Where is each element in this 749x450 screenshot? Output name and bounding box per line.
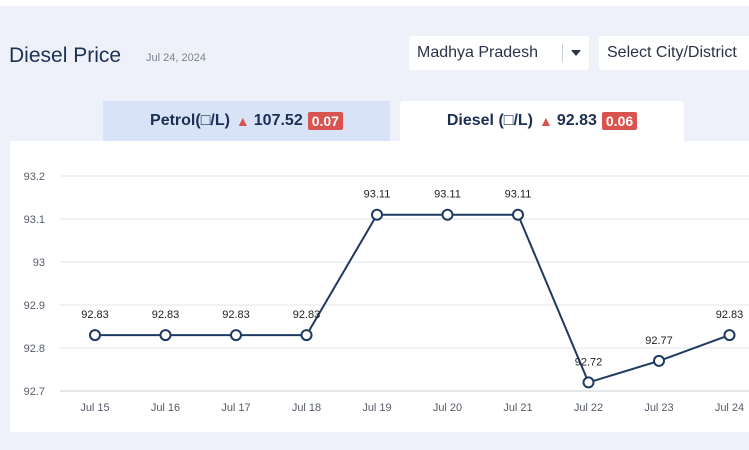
- x-tick-label: Jul 20: [433, 402, 462, 414]
- select-divider: [562, 44, 563, 62]
- state-select-value: Madhya Pradesh: [417, 44, 538, 61]
- x-tick-label: Jul 16: [151, 402, 180, 414]
- y-tick-label: 93.2: [24, 171, 45, 183]
- x-tick-label: Jul 22: [574, 402, 603, 414]
- city-select[interactable]: Select City/District: [599, 36, 749, 70]
- data-label: 92.72: [575, 356, 603, 368]
- tab-diesel-change-badge: 0.06: [601, 112, 638, 130]
- data-point: [653, 354, 665, 367]
- data-point: [230, 329, 242, 342]
- data-label: 92.83: [222, 309, 250, 321]
- x-tick-label: Jul 21: [503, 402, 532, 414]
- data-point: [723, 329, 736, 342]
- x-tick-label: Jul 19: [362, 402, 391, 414]
- x-tick-label: Jul 15: [80, 402, 109, 414]
- chart-panel: [10, 141, 749, 432]
- data-point: [159, 329, 172, 342]
- series-line: [95, 213, 730, 384]
- y-tick-label: 92.9: [24, 300, 45, 312]
- data-point: [300, 329, 313, 342]
- top-bar: [0, 0, 749, 6]
- page-title: Diesel Price: [9, 44, 122, 67]
- tab-petrol-label: Petrol(□/L): [150, 112, 230, 129]
- y-tick-label: 93.1: [24, 214, 45, 226]
- data-point: [441, 208, 454, 221]
- data-label: 93.11: [364, 189, 391, 201]
- data-label: 92.83: [716, 309, 744, 321]
- state-select[interactable]: Madhya Pradesh: [409, 36, 589, 70]
- data-label: 92.77: [645, 335, 673, 347]
- data-label: 92.83: [152, 309, 180, 321]
- data-point: [371, 208, 383, 221]
- tab-petrol[interactable]: Petrol(□/L) ▲ 107.52 0.07: [103, 101, 390, 141]
- chevron-down-icon[interactable]: [563, 50, 589, 56]
- data-point: [582, 376, 595, 389]
- price-up-icon: ▲: [235, 113, 250, 129]
- tab-diesel-value: 92.83: [556, 112, 597, 129]
- data-point: [89, 329, 101, 342]
- tab-diesel-label: Diesel (□/L): [446, 112, 533, 129]
- x-tick-label: Jul 18: [292, 402, 321, 414]
- price-up-icon: ▲: [538, 113, 553, 129]
- tab-petrol-value: 107.52: [253, 112, 303, 129]
- data-label: 92.83: [81, 309, 109, 321]
- x-tick-label: Jul 24: [715, 402, 744, 414]
- y-tick-label: 92.8: [24, 343, 45, 355]
- y-tick-label: 92.7: [24, 386, 45, 398]
- data-point: [512, 208, 524, 221]
- y-tick-label: 93: [33, 257, 45, 269]
- tab-petrol-change-badge: 0.07: [307, 112, 343, 130]
- x-tick-label: Jul 23: [644, 402, 673, 414]
- city-select-placeholder: Select City/District: [607, 44, 737, 61]
- tab-diesel[interactable]: Diesel (□/L) ▲ 92.83 0.06: [400, 101, 684, 141]
- x-tick-label: Jul 17: [221, 402, 250, 414]
- data-label: 93.11: [505, 189, 532, 201]
- data-label: 93.11: [434, 189, 461, 201]
- price-date: Jul 24, 2024: [146, 52, 206, 64]
- data-label: 92.83: [293, 309, 321, 321]
